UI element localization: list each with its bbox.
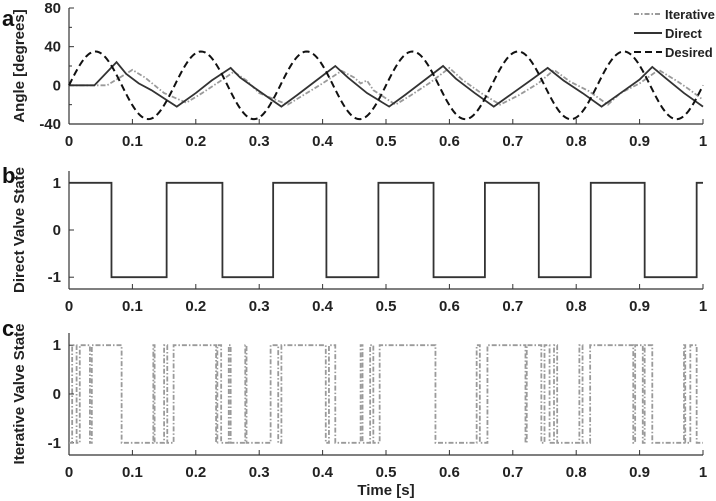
- x-tick-label: 0: [65, 464, 73, 481]
- panel-label-a: a: [2, 6, 15, 31]
- x-tick-label: 0.7: [502, 464, 523, 481]
- x-tick-label: 0.1: [122, 298, 143, 315]
- x-tick-label: 0.8: [566, 464, 587, 481]
- x-tick-label: 0.6: [439, 464, 460, 481]
- x-tick-label: 0.2: [185, 133, 206, 150]
- legend-label-iterative: Iterative: [665, 7, 715, 22]
- y-tick-label: 1: [53, 337, 61, 354]
- x-tick-label: 0.9: [629, 298, 650, 315]
- x-tick-label: 0.4: [312, 133, 334, 150]
- x-tick-label: 0.5: [376, 133, 397, 150]
- x-tick-label: 1: [699, 464, 707, 481]
- y-tick-label: 1: [53, 175, 61, 192]
- panel-label-c: c: [2, 316, 14, 341]
- y-axis-label-b: Direct Valve State: [11, 167, 28, 293]
- panel-c-iterative-valve: c Iterative Valve State Time [s] 0 0.1 0.2…: [2, 316, 707, 499]
- x-tick-label: 0.4: [312, 298, 334, 315]
- x-tick-label: 0: [65, 298, 73, 315]
- y-tick-label: 0: [53, 77, 61, 94]
- x-tick-label: 0.9: [629, 464, 650, 481]
- series-direct-line: [69, 60, 704, 108]
- x-tick-label: 0.7: [502, 133, 523, 150]
- legend: Iterative Direct Desired: [634, 7, 715, 60]
- x-tick-label: 0.3: [249, 464, 270, 481]
- x-tick-label: 0.2: [185, 298, 206, 315]
- x-tick-label: 0.8: [566, 133, 587, 150]
- panel-b-direct-valve: b Direct Valve State 0 0.1 0.2 0.3 0.4 0.5 0.6…: [2, 163, 707, 315]
- x-tick-label: 0.3: [249, 298, 270, 315]
- y-axis-label-c: Iterative Valve State: [11, 324, 28, 465]
- panel-a-angle: a Angle [degrees] 0 0.1 0.2 0.3 0.4 0.5 0.6 0.7…: [2, 0, 707, 150]
- panel-label-b: b: [2, 163, 15, 188]
- y-tick-label: 0: [53, 222, 61, 239]
- x-tick-label: 0.3: [249, 133, 270, 150]
- legend-label-desired: Desired: [665, 45, 713, 60]
- y-tick-label: 40: [44, 39, 61, 56]
- x-tick-label: 0.9: [629, 133, 650, 150]
- y-tick-label: -40: [39, 116, 61, 133]
- x-tick-label: 0.8: [566, 298, 587, 315]
- y-tick-label: -1: [48, 269, 61, 286]
- series-desired-line: [68, 50, 704, 121]
- x-tick-label: 0.1: [122, 133, 143, 150]
- y-tick-label: -1: [48, 435, 61, 452]
- y-tick-label: 80: [44, 0, 61, 17]
- series-iterative-line: [69, 344, 703, 444]
- y-axis-label-a: Angle [degrees]: [11, 9, 28, 122]
- x-tick-label: 0.1: [122, 464, 143, 481]
- x-tick-label: 0.2: [185, 464, 206, 481]
- x-tick-label: 0.6: [439, 133, 460, 150]
- x-tick-label: 0.5: [376, 298, 397, 315]
- x-tick-label: 0.4: [312, 464, 334, 481]
- series-direct-line: [69, 181, 703, 279]
- x-tick-label: 0.6: [439, 298, 460, 315]
- x-tick-label: 0: [65, 133, 73, 150]
- series-iterative-line: [69, 66, 704, 106]
- x-axis-label: Time [s]: [357, 482, 414, 499]
- x-tick-label: 0.7: [502, 298, 523, 315]
- legend-label-direct: Direct: [665, 26, 703, 41]
- x-tick-label: 1: [699, 133, 707, 150]
- y-tick-label: 0: [53, 386, 61, 403]
- x-tick-label: 1: [699, 298, 707, 315]
- x-tick-label: 0.5: [376, 464, 397, 481]
